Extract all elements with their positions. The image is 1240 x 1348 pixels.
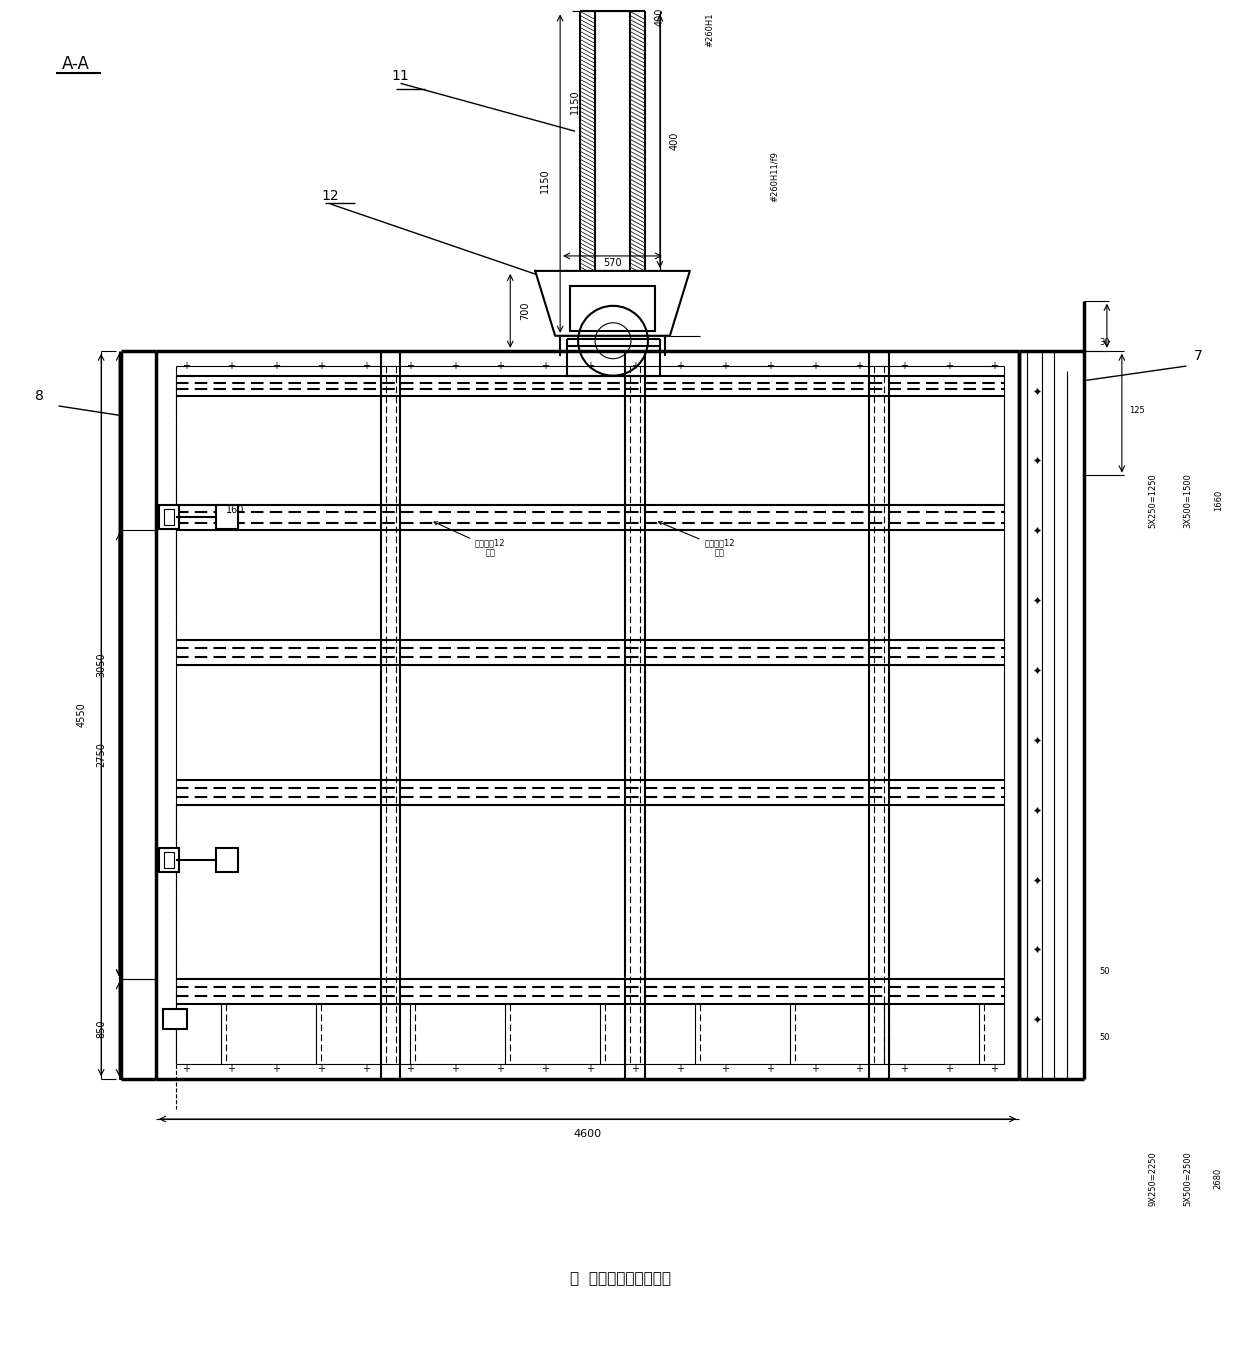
Polygon shape (536, 271, 689, 336)
Text: +: + (945, 1064, 954, 1074)
Text: 12: 12 (322, 189, 340, 204)
Text: 5X500=2500: 5X500=2500 (1184, 1151, 1193, 1206)
Text: +: + (496, 1064, 505, 1074)
Bar (159, 848, 179, 872)
Text: 3X500=1500: 3X500=1500 (1184, 473, 1193, 528)
Text: +: + (587, 361, 594, 371)
Bar (164, 852, 174, 868)
Text: 400: 400 (670, 132, 680, 151)
Text: +: + (272, 1064, 280, 1074)
Text: 1150: 1150 (541, 168, 551, 193)
Text: 焊缝高度12
封焊: 焊缝高度12 封焊 (658, 522, 735, 557)
Text: +: + (316, 1064, 325, 1074)
Text: +: + (451, 1064, 459, 1074)
Text: +: + (991, 1064, 998, 1074)
Text: +: + (362, 361, 370, 371)
Text: 3050: 3050 (97, 652, 107, 677)
Text: +: + (856, 1064, 863, 1074)
Text: +: + (945, 361, 954, 371)
Text: +: + (676, 1064, 684, 1074)
Text: 700: 700 (521, 302, 531, 319)
Text: 5X250=1250: 5X250=1250 (1148, 473, 1158, 528)
Text: 8: 8 (35, 388, 43, 403)
Text: +: + (541, 1064, 549, 1074)
Text: +: + (182, 361, 190, 371)
Text: +: + (182, 1064, 190, 1074)
Text: +: + (362, 1064, 370, 1074)
Text: 50: 50 (1099, 967, 1110, 976)
Bar (216, 848, 238, 872)
Text: 50: 50 (1099, 1033, 1110, 1042)
Text: 2680: 2680 (1214, 1169, 1223, 1189)
Text: 570: 570 (603, 257, 621, 268)
Bar (162, 1010, 187, 1030)
Text: 160: 160 (226, 506, 244, 515)
Text: +: + (900, 1064, 909, 1074)
Text: 4600: 4600 (574, 1130, 601, 1139)
Text: +: + (631, 361, 639, 371)
Bar (159, 506, 179, 530)
Text: +: + (631, 1064, 639, 1074)
Text: +: + (991, 361, 998, 371)
Text: +: + (407, 1064, 414, 1074)
Text: +: + (227, 1064, 234, 1074)
Text: +: + (765, 1064, 774, 1074)
Text: A-A: A-A (62, 55, 91, 73)
Text: +: + (451, 361, 459, 371)
Bar (164, 510, 174, 526)
Text: 1150: 1150 (570, 89, 580, 113)
Bar (216, 506, 238, 530)
Text: 850: 850 (97, 1020, 107, 1038)
Bar (570, 286, 655, 330)
Text: +: + (676, 361, 684, 371)
Text: +: + (407, 361, 414, 371)
Text: 11: 11 (392, 69, 409, 84)
Text: +: + (811, 361, 818, 371)
Text: 400: 400 (655, 7, 665, 26)
Text: 2750: 2750 (97, 743, 107, 767)
Text: 30: 30 (1099, 338, 1110, 348)
Text: +: + (856, 361, 863, 371)
Text: +: + (765, 361, 774, 371)
Text: +: + (541, 361, 549, 371)
Text: +: + (587, 1064, 594, 1074)
Text: 4550: 4550 (76, 702, 87, 728)
Text: +: + (811, 1064, 818, 1074)
Text: #260H1: #260H1 (706, 12, 714, 47)
Text: 9X250=2250: 9X250=2250 (1148, 1151, 1158, 1206)
Text: 1660: 1660 (1214, 489, 1223, 511)
Text: 125: 125 (1128, 406, 1145, 415)
Text: +: + (227, 361, 234, 371)
Text: +: + (720, 361, 729, 371)
Text: 图  液压缸整体提升方法: 图 液压缸整体提升方法 (569, 1271, 671, 1286)
Text: 焊缝高度12
封焊: 焊缝高度12 封焊 (434, 522, 506, 557)
Text: +: + (720, 1064, 729, 1074)
Text: +: + (316, 361, 325, 371)
Text: +: + (900, 361, 909, 371)
Text: #260H11/f9: #260H11/f9 (770, 151, 779, 202)
Text: +: + (496, 361, 505, 371)
Text: 7: 7 (1194, 349, 1203, 363)
Text: +: + (272, 361, 280, 371)
